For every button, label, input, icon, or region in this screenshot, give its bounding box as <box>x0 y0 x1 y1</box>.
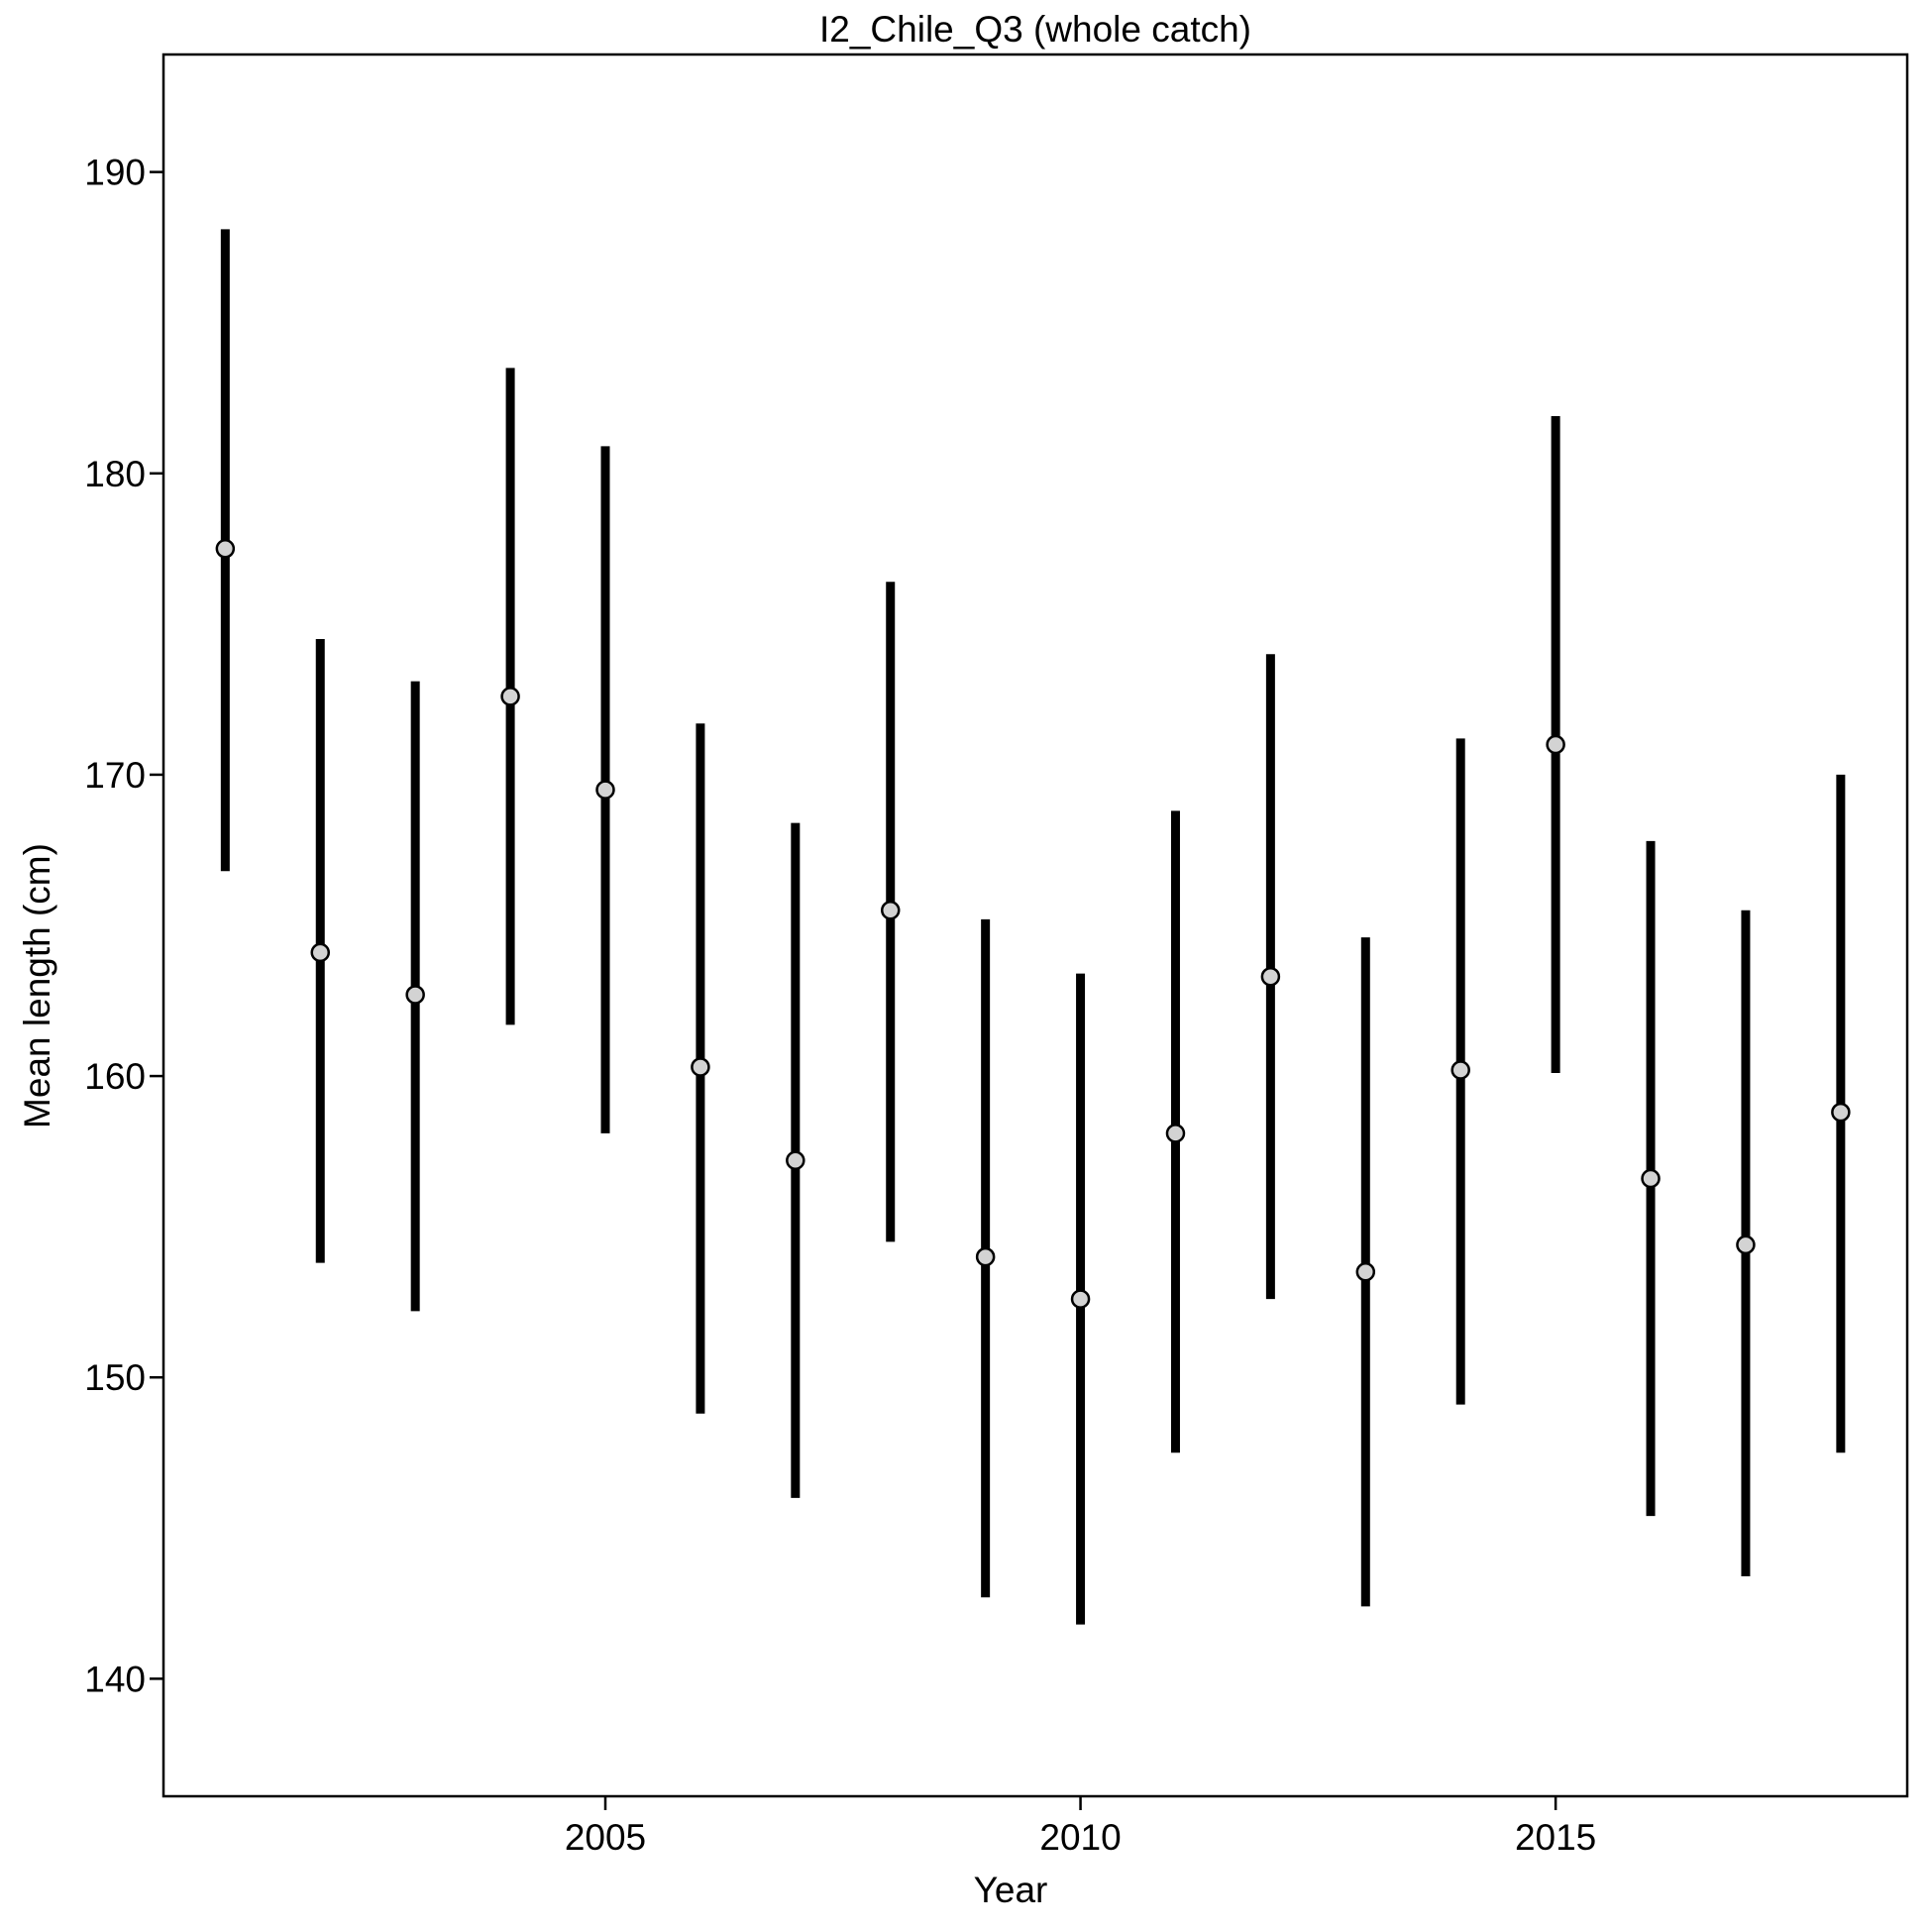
data-point <box>880 901 901 920</box>
data-point <box>691 1057 710 1077</box>
data-point <box>405 985 425 1005</box>
data-point <box>786 1150 805 1170</box>
data-point <box>1355 1262 1376 1282</box>
data-point <box>310 942 331 963</box>
data-point <box>1070 1289 1091 1309</box>
y-tick-label: 140 <box>84 1659 146 1699</box>
data-point <box>1260 966 1281 987</box>
data-points <box>215 539 1851 1309</box>
x-tick-label: 2010 <box>1039 1817 1121 1858</box>
data-point <box>595 780 615 800</box>
data-point <box>1450 1060 1470 1080</box>
y-tick-label: 180 <box>84 454 146 494</box>
y-axis-label: Mean length (cm) <box>17 843 57 1128</box>
y-tick-label: 190 <box>84 153 146 193</box>
plot-area <box>161 53 1909 1798</box>
data-point <box>1641 1168 1661 1189</box>
data-point <box>1165 1124 1186 1143</box>
data-point <box>215 539 236 559</box>
chart-title: I2_Chile_Q3 (whole catch) <box>819 9 1251 50</box>
data-point <box>975 1246 996 1267</box>
x-tick-label: 2015 <box>1515 1817 1596 1858</box>
y-tick-label: 150 <box>84 1357 146 1398</box>
data-point <box>1736 1234 1756 1255</box>
x-tick-label: 2005 <box>565 1817 646 1858</box>
x-axis: 2005 2010 2015 <box>565 1796 1596 1858</box>
y-tick-label: 170 <box>84 755 146 796</box>
y-axis: 140 150 160 170 180 190 <box>84 153 163 1699</box>
data-point <box>500 687 520 706</box>
y-tick-label: 160 <box>84 1056 146 1097</box>
x-axis-label: Year <box>974 1870 1048 1910</box>
data-point <box>1546 734 1565 755</box>
data-point <box>1831 1102 1851 1123</box>
